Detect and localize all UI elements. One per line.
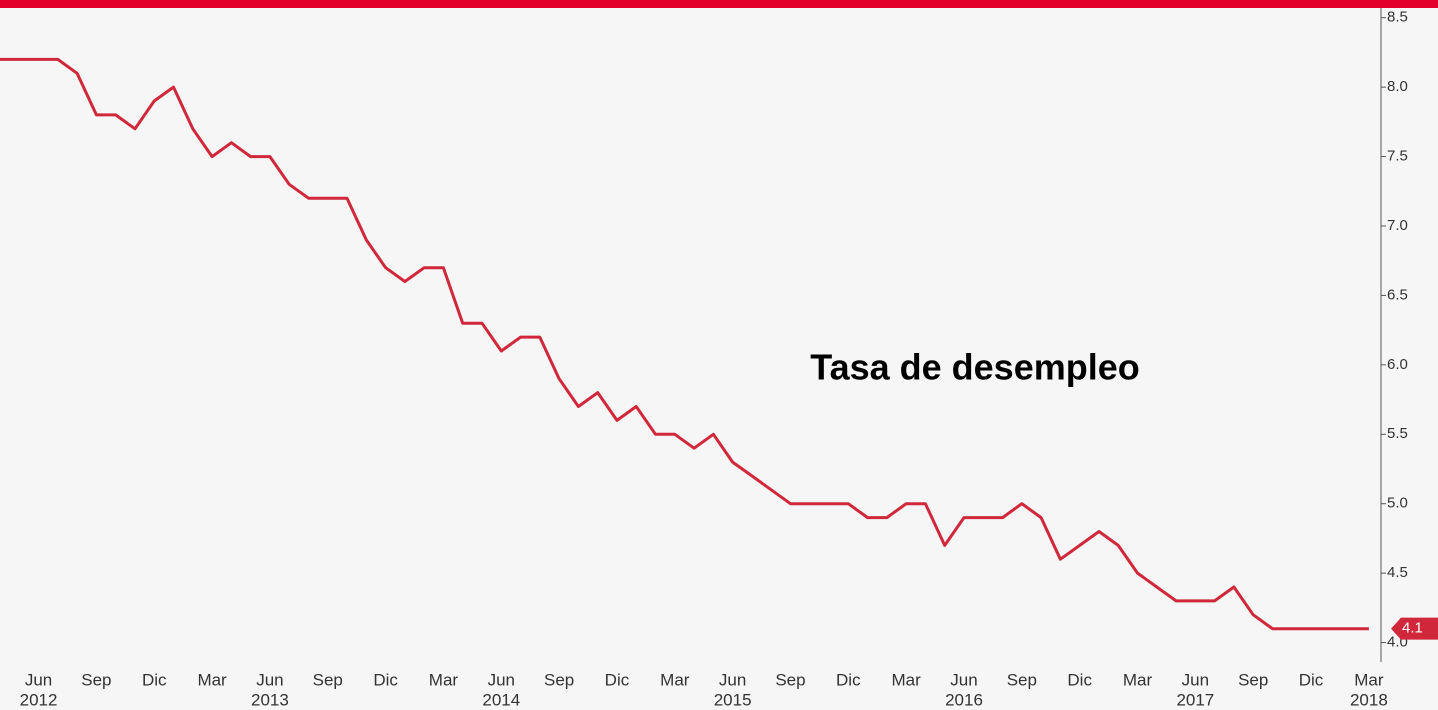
x-year-label: 2015 [714, 690, 752, 709]
x-tick-label: Mar [892, 670, 922, 689]
x-year-label: 2016 [945, 690, 983, 709]
y-tick-label: 8.0 [1387, 78, 1408, 95]
x-year-label: 2018 [1350, 690, 1388, 709]
x-tick-label: Dic [142, 670, 167, 689]
x-tick-label: Mar [660, 670, 690, 689]
x-tick-label: Sep [544, 670, 574, 689]
y-tick-label: 4.5 [1387, 564, 1408, 581]
x-tick-label: Mar [429, 670, 459, 689]
y-tick-label: 7.5 [1387, 148, 1408, 165]
x-tick-label: Dic [1067, 670, 1092, 689]
x-tick-label: Jun [950, 670, 977, 689]
x-tick-label: Dic [836, 670, 861, 689]
x-tick-label: Dic [373, 670, 398, 689]
x-tick-label: Sep [81, 670, 111, 689]
x-year-label: 2012 [20, 690, 58, 709]
x-tick-label: Sep [1238, 670, 1268, 689]
x-tick-label: Mar [1354, 670, 1384, 689]
x-tick-label: Sep [775, 670, 805, 689]
last-value-badge [1391, 617, 1438, 640]
y-tick-label: 5.0 [1387, 495, 1408, 512]
y-tick-label: 5.5 [1387, 425, 1408, 442]
x-tick-label: Sep [313, 670, 343, 689]
x-tick-label: Jun [488, 670, 515, 689]
x-year-label: 2017 [1176, 690, 1214, 709]
annotation: Tasa de desempleo [810, 347, 1139, 388]
x-year-label: 2014 [482, 690, 520, 709]
y-tick-label: 8.5 [1387, 9, 1408, 26]
x-tick-label: Dic [605, 670, 630, 689]
x-tick-label: Mar [197, 670, 227, 689]
x-tick-label: Mar [1123, 670, 1153, 689]
y-tick-label: 6.0 [1387, 356, 1408, 373]
x-tick-label: Jun [256, 670, 283, 689]
x-year-label: 2013 [251, 690, 289, 709]
x-tick-label: Sep [1007, 670, 1037, 689]
x-tick-label: Jun [25, 670, 52, 689]
data-line [0, 57, 1369, 631]
header-band [0, 0, 1438, 8]
y-tick-label: 7.0 [1387, 217, 1408, 234]
x-tick-label: Jun [1182, 670, 1209, 689]
x-tick-label: Jun [719, 670, 746, 689]
x-tick-label: Dic [1299, 670, 1324, 689]
y-tick-label: 6.5 [1387, 286, 1408, 303]
last-value-label: 4.1 [1402, 620, 1423, 637]
